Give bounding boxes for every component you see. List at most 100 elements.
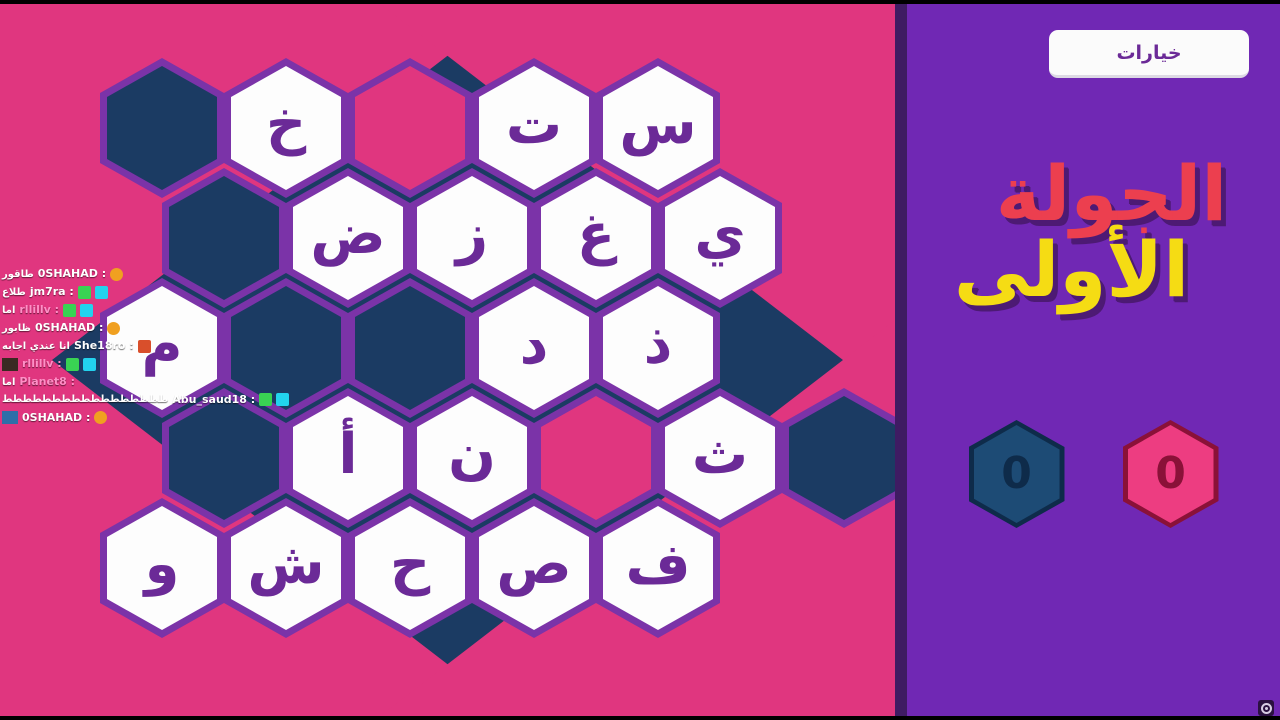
- hex-face: ف: [603, 506, 713, 630]
- hex-letter: ز: [455, 202, 489, 267]
- hex-border: و: [100, 498, 224, 638]
- hex-cell[interactable]: س: [596, 58, 720, 198]
- hex-border: ف: [596, 498, 720, 638]
- hex-border: د: [472, 278, 596, 418]
- hex-letter: د: [519, 312, 549, 377]
- hex-cell[interactable]: م: [100, 278, 224, 418]
- chat-text: انا عندي اجابه: [2, 341, 70, 352]
- score-pink-value: 0: [1155, 448, 1186, 499]
- hex-cell[interactable]: ف: [596, 498, 720, 638]
- chat-badge-icon: [82, 358, 96, 371]
- hex-cell[interactable]: ح: [348, 498, 472, 638]
- chat-username: jm7ra :: [29, 285, 74, 299]
- hex-cell[interactable]: و: [100, 498, 224, 638]
- chat-text: ظابور: [2, 323, 31, 334]
- hex-letter: ث: [691, 422, 749, 487]
- hex-cell[interactable]: ض: [286, 168, 410, 308]
- hex-cell: [348, 278, 472, 418]
- chat-badge-icon: [77, 286, 91, 299]
- hex-cell[interactable]: ص: [472, 498, 596, 638]
- chat-badge-icon: [80, 304, 94, 317]
- chat-badge-icon: [94, 286, 108, 299]
- chat-badge-icon: [63, 304, 77, 317]
- options-button[interactable]: خيارات: [1049, 30, 1249, 78]
- hex-border: ث: [658, 388, 782, 528]
- chat-overlay: 0SHAHAD : طاقور jm7ra : طلاع rllillv : اما 0SH…: [2, 268, 302, 425]
- chat-username: rllillv :: [19, 303, 60, 317]
- score-hex-pink-fill: [1127, 425, 1214, 523]
- hex-border: ح: [348, 498, 472, 638]
- chat-text: طاقور: [2, 269, 34, 280]
- hex-border: م: [100, 278, 224, 418]
- hex-border: ي: [658, 168, 782, 308]
- record-icon[interactable]: [1258, 700, 1274, 716]
- side-panel: خيارات الجولة الأولى 0 0: [907, 0, 1280, 720]
- options-button-label: خيارات: [1116, 41, 1182, 64]
- hex-border: ش: [224, 498, 348, 638]
- chat-username: 0SHAHAD :: [34, 321, 104, 335]
- chat-emote-image: [2, 358, 18, 371]
- hex-cell[interactable]: ث: [658, 388, 782, 528]
- chat-badge-icon: [259, 393, 273, 407]
- chat-username: rllillv :: [22, 357, 62, 371]
- hex-face: ص: [479, 506, 589, 630]
- hex-cell[interactable]: ز: [410, 168, 534, 308]
- score-panel: 0 0: [907, 420, 1280, 528]
- chat-message: 0SHAHAD : ظابور: [2, 322, 302, 335]
- chat-badge-icon: [94, 411, 108, 425]
- chat-text: اما: [2, 376, 16, 388]
- chat-badge-icon: [65, 358, 79, 371]
- hex-cell[interactable]: د: [472, 278, 596, 418]
- chat-text: ططططططططططططططططط: [2, 394, 169, 406]
- hex-cell: [782, 388, 895, 528]
- hex-cell[interactable]: ذ: [596, 278, 720, 418]
- hex-border: [162, 388, 286, 528]
- hex-cell[interactable]: ن: [410, 388, 534, 528]
- chat-text: طلاع: [2, 287, 26, 298]
- hex-border: [348, 278, 472, 418]
- chat-message: Abu_saud18 : ططططططططططططططططط: [2, 393, 302, 407]
- chat-emote-image: [2, 411, 18, 425]
- chat-badge-icon: [107, 322, 121, 335]
- chat-message: rllillv :: [2, 358, 302, 371]
- hex-cell[interactable]: أ: [286, 388, 410, 528]
- hex-border: ص: [472, 498, 596, 638]
- hex-letter: خ: [265, 92, 307, 157]
- hex-face: ش: [231, 506, 341, 630]
- hex-face: [789, 396, 895, 520]
- hex-letter: ش: [247, 532, 325, 597]
- hex-cell[interactable]: ت: [472, 58, 596, 198]
- chat-text: اما: [2, 305, 16, 316]
- chat-username: She18ro :: [73, 339, 134, 353]
- hex-border: ذ: [596, 278, 720, 418]
- hex-letter: ن: [448, 422, 496, 487]
- hex-letter: س: [619, 92, 697, 157]
- hex-border: أ: [286, 388, 410, 528]
- score-blue-value: 0: [1001, 448, 1032, 499]
- hex-cell[interactable]: ش: [224, 498, 348, 638]
- hex-cell: [162, 388, 286, 528]
- hex-letter: ت: [505, 92, 563, 157]
- hex-letter: ذ: [643, 312, 673, 377]
- letterbox-bottom: [0, 716, 1280, 720]
- hex-border: س: [596, 58, 720, 198]
- round-title-line-2: الأولى: [953, 225, 1190, 314]
- hex-border: [782, 388, 895, 528]
- hex-face: و: [107, 506, 217, 630]
- hex-letter: ص: [496, 532, 572, 597]
- hex-cell[interactable]: ي: [658, 168, 782, 308]
- hex-border: [224, 278, 348, 418]
- hex-face: [355, 66, 465, 190]
- hex-letter: ح: [389, 532, 431, 597]
- score-hex-pink: 0: [1122, 420, 1219, 528]
- hex-cell: [162, 168, 286, 308]
- hex-cell[interactable]: غ: [534, 168, 658, 308]
- chat-badge-icon: [137, 340, 151, 353]
- panel-divider: [895, 0, 907, 720]
- chat-username: 0SHAHAD :: [37, 267, 107, 281]
- hex-cell[interactable]: خ: [224, 58, 348, 198]
- chat-message: 0SHAHAD : طاقور: [2, 268, 302, 281]
